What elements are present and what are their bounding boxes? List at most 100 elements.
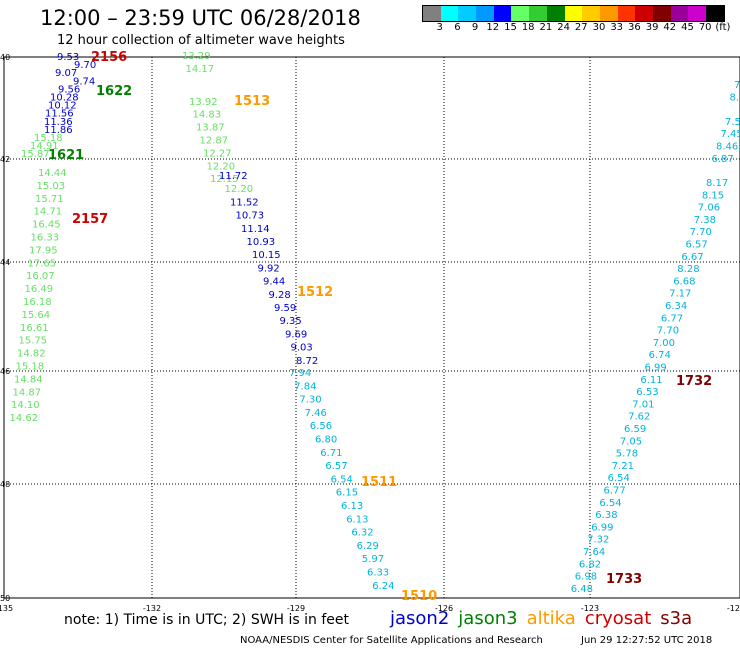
color-swatch (423, 6, 441, 21)
track-d-value: 8.46 (716, 142, 738, 153)
color-swatch (493, 6, 512, 21)
legend-altika: altika (526, 608, 576, 629)
track-c-value: 9.35 (280, 316, 302, 327)
lon-label: -135 (0, 604, 13, 613)
track-c-value: 13.29 (182, 51, 211, 62)
color-scale-labels: 3 6 9 12 15 18 21 24 27 30 33 36 39 42 45 70 (ft) (422, 22, 740, 34)
track-c-value: 6.57 (325, 461, 347, 472)
track-c-value: 9.59 (274, 303, 296, 314)
pass-time-label: 2157 (72, 212, 108, 227)
color-scale-label: 30 (592, 22, 606, 33)
pass-time-label: 1510 (401, 589, 437, 604)
track-d-value: 7.70 (657, 326, 679, 337)
track-c-value: 11.14 (241, 224, 270, 235)
lat-label: 44 (0, 258, 10, 267)
track-c-value: 6.13 (346, 514, 368, 525)
track-a-value: 10.12 (48, 101, 77, 112)
track-b-value: 15.75 (19, 336, 48, 347)
lon-label: -129 (287, 604, 305, 613)
pass-time-label: 1513 (234, 94, 270, 109)
track-d-value: 8. (730, 92, 740, 103)
track-c-value: 6.80 (315, 435, 337, 446)
color-scale-label: 15 (504, 22, 517, 33)
track-b-value: 16.61 (20, 323, 49, 334)
color-scale-label: 70 (698, 22, 712, 33)
color-scale-label: 18 (521, 22, 535, 33)
track-d-value: 6.53 (636, 387, 658, 398)
color-scale-label: 24 (557, 22, 570, 33)
color-scale-label: 21 (539, 22, 553, 33)
track-c-value: 10.73 (236, 211, 265, 222)
track-b-value: 16.18 (23, 297, 52, 308)
track-c-value: 14.17 (186, 64, 215, 75)
track-a-value: 15.87 (21, 149, 50, 160)
track-d-value: 7.38 (694, 215, 716, 226)
track-b-value: 16.45 (32, 220, 61, 231)
track-d-value: 6.87 (712, 154, 734, 165)
color-scale-label: 3 (436, 22, 443, 33)
track-d-value: 7.06 (698, 203, 720, 214)
track-d-value: 6.99 (591, 522, 613, 533)
plot-frame (3, 56, 740, 599)
track-b-value: 15.71 (35, 194, 64, 205)
track-d-value: 6.82 (579, 559, 601, 570)
track-d-value: 6.77 (661, 313, 683, 324)
track-c-value: 12.27 (203, 148, 232, 159)
track-c-value: 9.28 (269, 290, 291, 301)
track-d-value: 7.01 (632, 399, 654, 410)
color-scale-label: 33 (610, 22, 624, 33)
color-swatch (582, 6, 600, 21)
credit-timestamp: Jun 29 12:27:52 UTC 2018 (581, 635, 713, 646)
track-b-value: 15.18 (16, 362, 45, 373)
track-b-value: 15.64 (22, 310, 51, 321)
track-b-value: 17.65 (28, 258, 57, 269)
lat-label: 48 (0, 480, 10, 489)
track-d-value: 7.5 (725, 117, 740, 128)
legend-jason2: jason2 (390, 608, 450, 629)
track-c-value: 7.84 (294, 381, 316, 392)
map-subtitle: 12 hour collection of altimeter wave hei… (57, 33, 345, 48)
track-a-value: 14.91 (30, 141, 59, 152)
track-c-value: 6.29 (357, 541, 379, 552)
track-d-value: 8.15 (702, 190, 724, 201)
pass-time-label: 2156 (91, 50, 127, 65)
color-scale-label: 12 (486, 22, 500, 33)
track-a-value: 9.56 (58, 84, 80, 95)
track-d-value: 6.99 (645, 363, 667, 374)
track-d-value: 6.54 (608, 473, 630, 484)
color-scale-label: (ft) (715, 22, 731, 33)
color-swatch (652, 6, 671, 21)
track-b-value: 16.49 (25, 284, 54, 295)
track-c-value: 13.92 (189, 97, 218, 108)
track-a-value: 15.18 (34, 133, 63, 144)
track-b-value: 16.07 (26, 271, 55, 282)
pass-time-label: 1733 (606, 572, 642, 587)
track-d-value: 6.34 (665, 301, 687, 312)
color-swatch (688, 6, 706, 21)
credit-text: NOAA/NESDIS Center for Satellite Applica… (240, 635, 543, 646)
track-c-value: 14.83 (193, 110, 222, 121)
color-swatch (670, 6, 689, 21)
pass-time-label: 1732 (676, 374, 712, 389)
track-d-value: 6.77 (604, 486, 626, 497)
color-swatch (564, 6, 583, 21)
color-swatch (511, 6, 530, 21)
track-c-value: 5.97 (362, 554, 384, 565)
track-b-value: 14.82 (17, 349, 46, 360)
track-a-value: 9.07 (55, 68, 77, 79)
color-scale-label: 27 (574, 22, 588, 33)
track-c-value: 7.30 (299, 395, 321, 406)
track-d-value: 8.28 (677, 264, 699, 275)
color-scale-label: 9 (471, 22, 479, 33)
color-swatch (458, 6, 477, 21)
track-c-value: 8.72 (296, 356, 318, 367)
track-b-value: 14.84 (14, 374, 43, 385)
track-d-value: 6.48 (571, 584, 593, 595)
track-c-value: 12.20 (225, 184, 254, 195)
track-b-value: 14.44 (38, 168, 67, 179)
track-d-value: 6.54 (599, 498, 621, 509)
color-scale-bar (422, 5, 725, 22)
color-scale-label: 39 (645, 22, 659, 33)
track-d-value: 7.17 (669, 289, 691, 300)
